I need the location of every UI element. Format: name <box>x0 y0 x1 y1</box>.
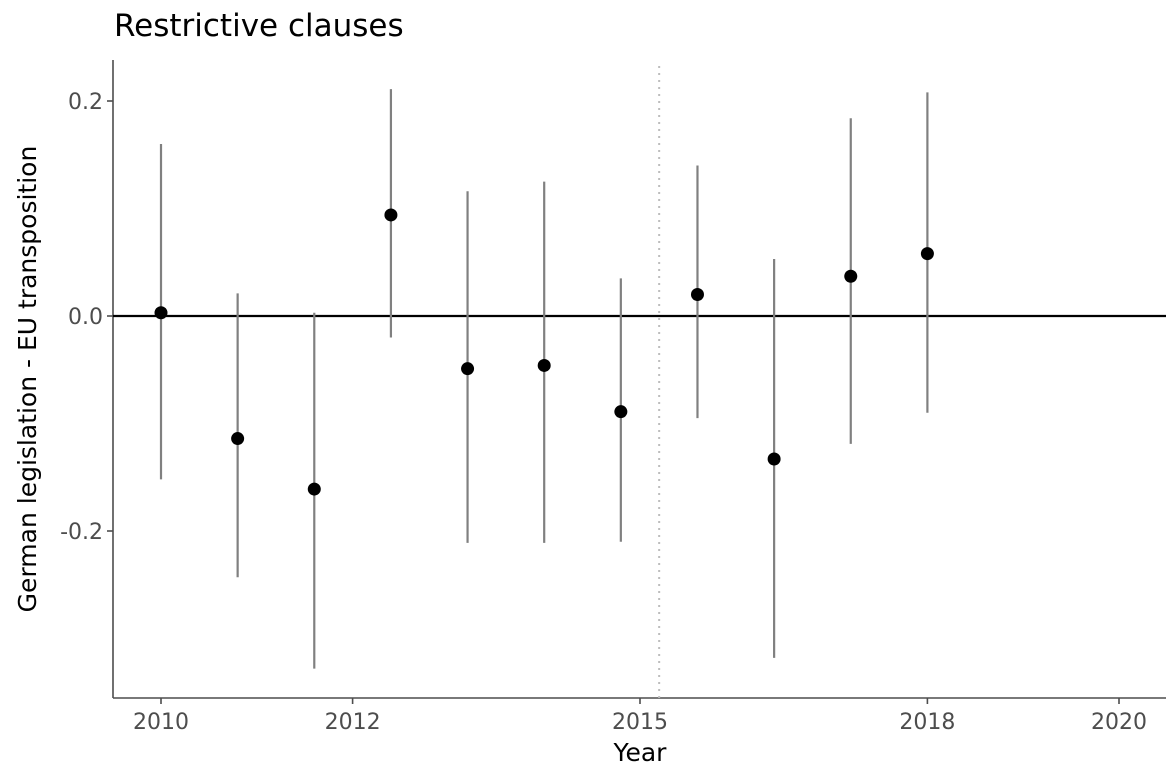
data-point <box>461 362 475 376</box>
data-point <box>154 306 168 320</box>
y-tick-label: 0.2 <box>68 90 103 115</box>
y-tick-label: -0.2 <box>60 520 103 545</box>
x-tick-label: 2020 <box>1091 710 1147 735</box>
plot-area: -0.2 0.0 0.2 2010 2012 2015 2018 2020 <box>60 60 1166 735</box>
data-point <box>384 208 398 222</box>
x-tick-label: 2010 <box>133 710 189 735</box>
data-point <box>920 247 934 261</box>
data-point <box>767 452 781 466</box>
data-point <box>844 269 858 283</box>
y-axis-title: German legislation - EU transposition <box>13 146 42 613</box>
data-point <box>231 432 245 446</box>
x-tick-label: 2018 <box>899 710 955 735</box>
data-point <box>614 405 628 419</box>
x-axis-title: Year <box>613 738 668 767</box>
y-tick-label: 0.0 <box>68 305 103 330</box>
data-point <box>690 288 704 301</box>
data-point <box>537 358 551 372</box>
x-tick-label: 2012 <box>325 710 381 735</box>
x-tick-label: 2015 <box>612 710 668 735</box>
chart-title: Restrictive clauses <box>114 8 404 44</box>
data-point <box>307 482 321 496</box>
